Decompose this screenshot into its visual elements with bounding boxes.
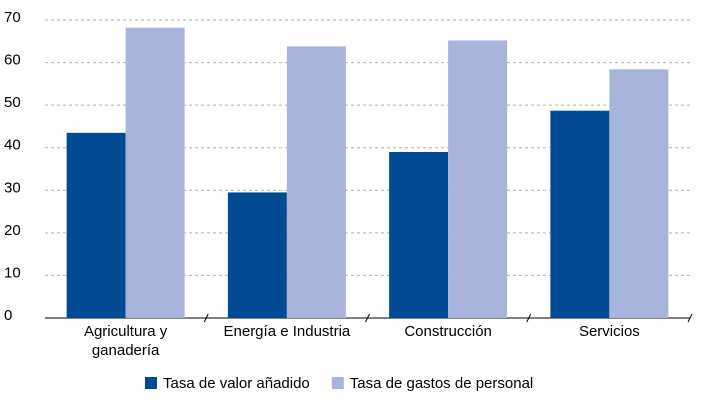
legend-label: Tasa de valor añadido	[163, 375, 310, 392]
bar	[125, 27, 185, 319]
x-tick	[526, 313, 532, 323]
x-tick-label: Energía e Industria	[223, 323, 351, 340]
bar	[66, 132, 126, 318]
y-tick-label: 10	[4, 264, 21, 281]
y-tick-label: 20	[4, 222, 21, 239]
bar	[550, 110, 610, 318]
x-tick	[203, 313, 209, 323]
x-tick-label: Agricultura y ganadería	[83, 323, 168, 359]
y-tick-label: 40	[4, 137, 21, 154]
bar	[389, 151, 449, 318]
y-tick-label: 0	[4, 307, 12, 324]
legend-swatch	[145, 377, 157, 389]
legend-swatch	[331, 377, 344, 389]
x-tick	[365, 313, 370, 323]
y-tick-label: 60	[4, 52, 21, 69]
x-tick-label: Servicios	[578, 323, 640, 340]
bar	[227, 192, 287, 318]
y-tick-label: 70	[4, 9, 21, 26]
y-tick-label: 50	[4, 94, 21, 111]
x-tick	[687, 313, 693, 323]
bar	[286, 46, 346, 318]
bar	[609, 69, 669, 318]
bar	[448, 40, 508, 318]
y-tick-label: 30	[4, 179, 21, 196]
x-tick-label: Construcción	[404, 323, 492, 340]
legend-label: Tasa de gastos de personal	[350, 375, 533, 392]
